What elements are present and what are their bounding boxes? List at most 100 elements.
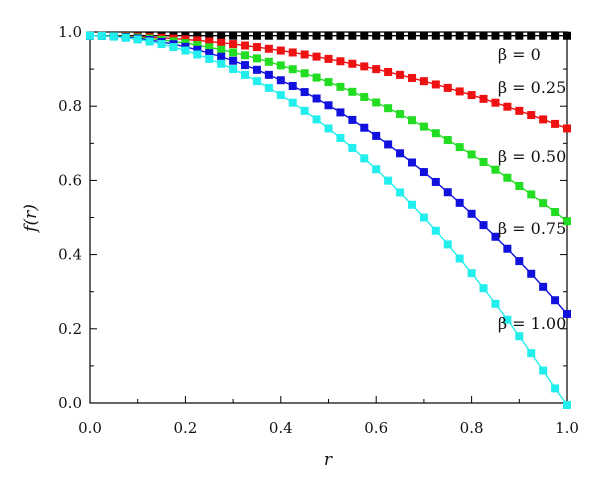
data-point [348,115,357,124]
data-point [109,32,118,41]
data-point [336,31,345,40]
data-point [348,31,357,40]
data-point [145,37,154,46]
data-point [217,52,226,61]
data-point [348,87,357,96]
data-point [360,93,369,102]
data-point [407,200,416,209]
data-point [479,94,488,103]
x-tick-label: 1.0 [555,419,579,437]
data-point [539,31,548,40]
data-point [431,31,440,40]
data-point [431,177,440,186]
data-point [551,31,560,40]
data-point [443,31,452,40]
data-point [288,31,297,40]
y-tick-label: 0.2 [58,320,82,338]
data-point [539,115,548,124]
data-point [252,65,261,74]
data-point [384,176,393,185]
data-point [563,309,571,318]
data-point [324,124,333,133]
x-tick-label: 0.6 [364,419,388,437]
series-label: β = 0.25 [498,78,566,97]
data-point [217,59,226,68]
data-point [563,124,571,133]
data-point [252,77,261,86]
data-point [491,165,500,174]
data-point [407,116,416,125]
data-point [133,35,142,44]
series-4 [86,31,571,409]
data-point [324,101,333,110]
data-point [205,54,214,63]
data-point [503,31,512,40]
data-point [348,59,357,68]
data-point [455,31,464,40]
data-point [491,299,500,308]
data-point [503,315,512,324]
data-point [288,65,297,74]
data-point [324,78,333,87]
data-point [312,52,321,61]
y-tick-label: 0.4 [58,246,82,264]
x-tick-label: 0.8 [460,419,484,437]
data-point [515,181,524,190]
data-point [336,133,345,142]
data-point [252,31,261,40]
data-point [229,48,238,57]
data-point [252,54,261,63]
data-point [479,221,488,230]
data-point [229,65,238,74]
data-point [551,384,560,393]
data-point [455,198,464,207]
data-point [431,80,440,89]
y-tick-label: 0.0 [58,394,82,412]
data-point [276,91,285,100]
data-point [241,51,250,60]
y-axis-label: f(r) [21,204,41,234]
data-point [288,98,297,107]
data-point [527,190,536,199]
data-point [384,31,393,40]
data-point [205,49,214,58]
data-point [300,31,309,40]
data-point [419,213,428,222]
y-tick-label: 1.0 [58,23,82,41]
data-point [551,208,560,217]
data-point [336,82,345,91]
data-point [491,232,500,241]
data-point [491,98,500,107]
data-point [312,31,321,40]
series-label: β = 0 [498,45,541,64]
data-point [276,61,285,70]
y-tick-label: 0.8 [58,97,82,115]
data-point [217,31,226,40]
data-point [407,158,416,167]
data-point [264,70,273,79]
data-point [300,69,309,78]
data-point [157,40,166,49]
data-point [300,88,309,97]
data-point [264,44,273,53]
data-point [217,45,226,54]
data-point [396,110,405,119]
data-point [491,31,500,40]
data-point [360,31,369,40]
y-tick-label: 0.6 [58,171,82,189]
data-point [276,46,285,55]
y-axis-label-text: f(r) [21,204,41,234]
series-1 [86,31,571,133]
x-tick-label: 0.2 [173,419,197,437]
data-point [372,98,381,107]
data-point [348,143,357,152]
data-point [241,61,250,70]
data-point [419,31,428,40]
data-point [288,48,297,57]
data-point [539,366,548,375]
series-labels: β = 0 β = 0.25 β = 0.50 β = 0.75 β = 1.00 [498,45,566,333]
data-point [527,349,536,358]
data-point [241,31,250,40]
data-point [467,91,476,100]
data-point [539,282,548,291]
